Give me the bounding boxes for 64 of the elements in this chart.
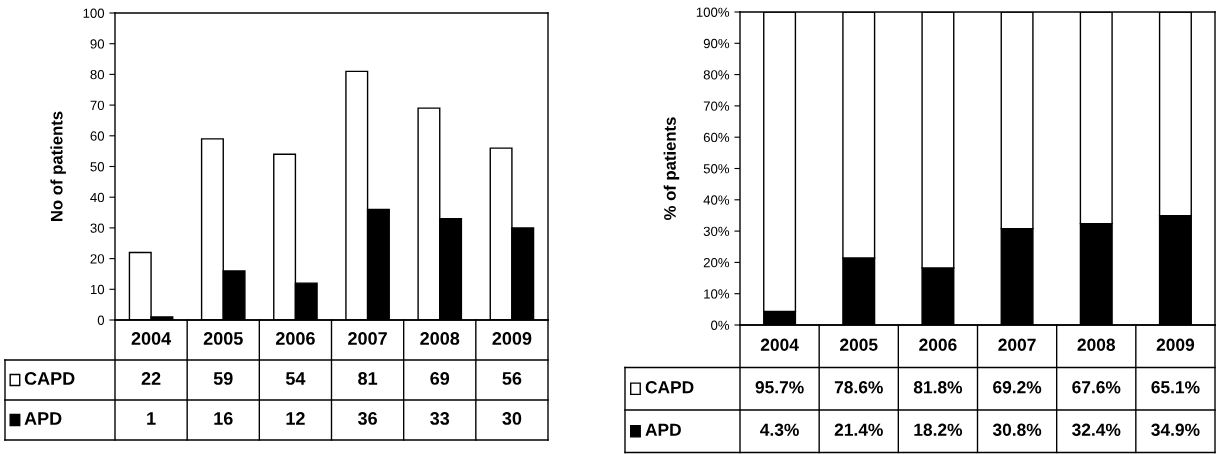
data-label: 65.1% (1151, 381, 1200, 394)
y-tick-label: 60 (90, 131, 105, 141)
x-tick-label: 2005 (203, 332, 243, 345)
y-tick-label: 0 (97, 315, 105, 325)
x-tick-label: 2007 (348, 332, 387, 345)
y-tick-label: 80 (90, 69, 105, 80)
legend-label: APD (645, 423, 681, 436)
y-tick-label: 90 (90, 39, 105, 49)
data-label: 22 (141, 372, 161, 385)
y-tick-label: 100% (696, 7, 730, 17)
y-axis-title: % of patients (663, 117, 680, 220)
data-label: 59 (213, 372, 233, 385)
data-label: 1 (147, 412, 156, 425)
data-label: 16 (214, 412, 233, 425)
x-tick-label: 2008 (420, 332, 460, 345)
data-label: 33 (430, 412, 450, 425)
y-tick-label: 20 (90, 254, 105, 264)
y-tick-label: 100 (83, 8, 105, 18)
y-tick-label: 30 (90, 223, 105, 233)
y-tick-label: 20% (703, 257, 730, 268)
y-tick-label: 70% (703, 101, 730, 111)
y-tick-label: 40 (90, 192, 105, 203)
y-tick-label: 80% (703, 70, 730, 80)
legend-label: CAPD (24, 372, 75, 385)
data-label: 4.3% (760, 423, 799, 436)
y-tick-label: 10 (90, 284, 105, 295)
y-tick-label: 50 (90, 162, 105, 172)
data-label: 21.4% (834, 423, 883, 436)
data-label: 34.9% (1151, 423, 1200, 436)
y-tick-label: 40% (703, 195, 730, 205)
data-label: 81.8% (913, 381, 963, 394)
x-tick-label: 2005 (840, 338, 878, 351)
x-tick-label: 2008 (1077, 338, 1116, 351)
y-tick-label: 70 (90, 100, 105, 111)
data-label: 69 (430, 372, 450, 385)
data-label: 36 (357, 412, 377, 425)
y-tick-label: 50% (703, 164, 730, 174)
data-label: 67.6% (1072, 381, 1121, 394)
data-label: 12 (286, 412, 305, 425)
data-label: 78.6% (834, 381, 883, 394)
legend-label: APD (24, 412, 62, 425)
x-tick-label: 2006 (919, 338, 957, 351)
x-tick-label: 2004 (131, 332, 172, 345)
y-tick-label: 30% (703, 226, 730, 237)
x-tick-label: 2006 (275, 332, 315, 345)
y-axis-title: No of patients (50, 111, 66, 221)
data-label: 18.2% (914, 423, 963, 436)
data-label: 30 (502, 412, 522, 425)
data-label: 30.8% (992, 423, 1042, 436)
data-label: 81 (358, 372, 378, 385)
data-label: 54 (285, 372, 306, 385)
y-tick-label: 90% (703, 38, 730, 49)
y-tick-label: 10% (704, 289, 730, 299)
legend-label: CAPD (645, 381, 694, 394)
y-tick-label: 60% (703, 132, 730, 143)
x-tick-label: 2009 (1156, 338, 1195, 351)
data-label: 69.2% (993, 381, 1042, 394)
y-tick-label: 0% (711, 320, 730, 330)
x-tick-label: 2004 (760, 338, 799, 351)
data-label: 56 (502, 372, 522, 385)
x-tick-label: 2007 (998, 338, 1036, 351)
x-tick-label: 2009 (492, 332, 532, 345)
data-label: 95.7% (755, 381, 804, 394)
data-label: 32.4% (1072, 423, 1121, 436)
